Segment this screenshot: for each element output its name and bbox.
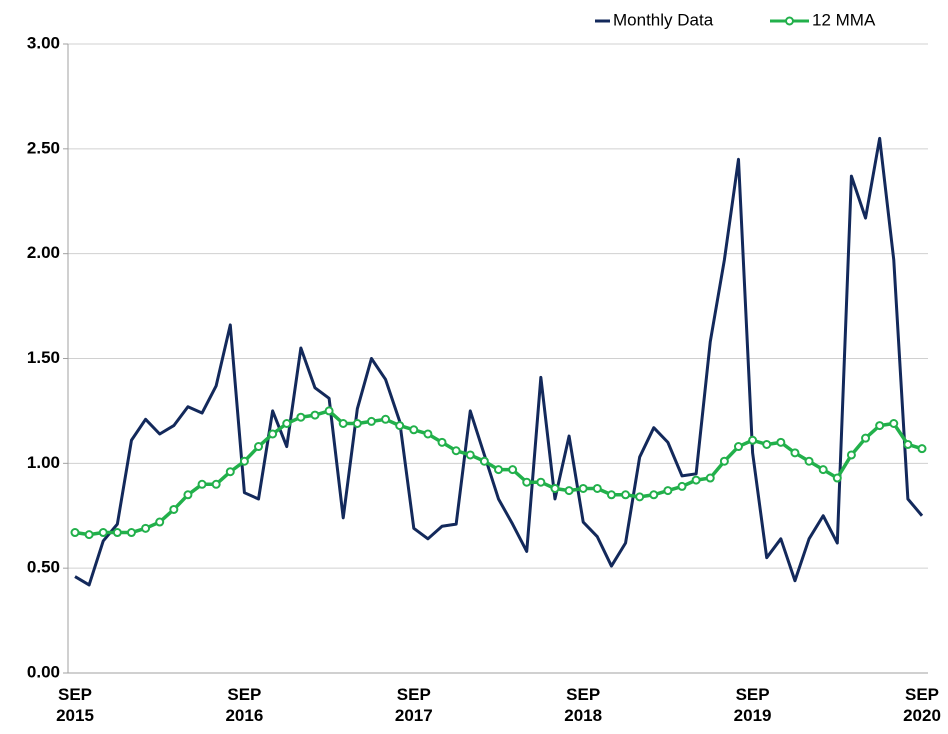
point-marker (126, 528, 136, 538)
x-tick-label: SEP 2015 (56, 685, 94, 725)
point-marker (846, 450, 856, 460)
point-marker (917, 444, 927, 454)
point-marker (155, 517, 165, 527)
point-marker (733, 442, 743, 452)
point-marker (465, 450, 475, 460)
point-marker (70, 528, 80, 538)
x-tick-label: SEP 2016 (225, 685, 264, 725)
point-marker (112, 528, 122, 538)
point-marker (352, 418, 362, 428)
point-marker (578, 483, 588, 493)
point-marker (437, 437, 447, 447)
point-marker (479, 456, 489, 466)
point-marker (889, 418, 899, 428)
point-marker (804, 456, 814, 466)
x-tick-label: SEP 2017 (394, 685, 433, 725)
y-tick-label: 0.50 (27, 558, 60, 577)
y-tick-label: 2.00 (27, 243, 60, 262)
point-marker (861, 433, 871, 443)
point-marker (635, 492, 645, 502)
point-marker (296, 412, 306, 422)
x-tick-label: SEP 2020 (903, 685, 941, 725)
point-marker (141, 523, 151, 533)
y-tick-label: 1.50 (27, 348, 60, 367)
y-tick-label: 1.00 (27, 453, 60, 472)
point-marker (381, 414, 391, 424)
point-marker (875, 421, 885, 431)
point-marker (197, 479, 207, 489)
point-marker (310, 410, 320, 420)
point-marker (621, 490, 631, 500)
x-tick-label: SEP 2019 (733, 685, 772, 725)
point-marker (564, 486, 574, 496)
point-marker (239, 456, 249, 466)
point-marker (677, 481, 687, 491)
legend-label: Monthly Data (613, 10, 714, 29)
point-marker (254, 442, 264, 452)
point-marker (762, 439, 772, 449)
point-marker (522, 477, 532, 487)
point-marker (282, 418, 292, 428)
point-marker (606, 490, 616, 500)
point-marker (508, 465, 518, 475)
point-marker (338, 418, 348, 428)
point-marker (268, 429, 278, 439)
y-tick-label: 2.50 (27, 138, 60, 157)
point-marker (423, 429, 433, 439)
point-marker (748, 435, 758, 445)
legend-label: 12 MMA (812, 10, 876, 29)
point-marker (691, 475, 701, 485)
point-marker (451, 446, 461, 456)
point-marker (183, 490, 193, 500)
point-marker (494, 465, 503, 475)
point-marker (550, 483, 560, 493)
point-marker (818, 465, 828, 475)
x-tick-label: SEP 2018 (564, 685, 603, 725)
point-marker (719, 456, 729, 466)
series-line (74, 136, 924, 587)
point-marker (211, 479, 221, 489)
legend-marker (785, 16, 794, 26)
point-marker (649, 490, 659, 500)
point-marker (395, 421, 405, 431)
point-marker (84, 530, 94, 540)
point-marker (409, 425, 419, 435)
point-marker (536, 477, 546, 487)
point-marker (776, 437, 786, 447)
point-marker (366, 416, 376, 426)
point-marker (592, 483, 602, 493)
point-marker (324, 406, 334, 416)
point-marker (663, 486, 673, 496)
point-marker (903, 439, 913, 449)
point-marker (790, 448, 800, 458)
point-marker (169, 504, 179, 514)
point-marker (832, 473, 842, 483)
y-tick-label: 3.00 (27, 33, 60, 52)
point-marker (98, 528, 108, 538)
y-tick-label: 0.00 (27, 662, 60, 681)
point-marker (225, 467, 235, 477)
point-marker (705, 473, 715, 483)
